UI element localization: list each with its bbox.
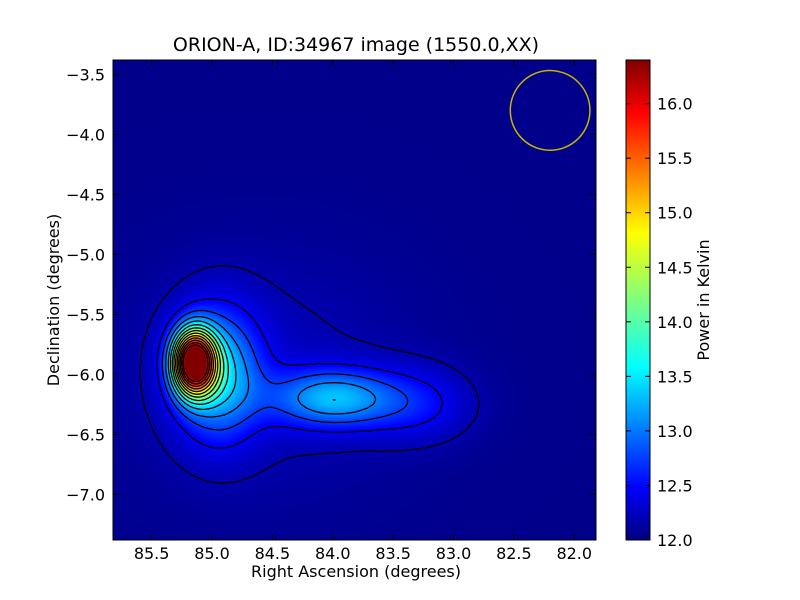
x-tick-label: 82.0 xyxy=(556,544,592,563)
colorbar-label: Power in Kelvin xyxy=(694,239,713,360)
colorbar xyxy=(625,59,651,541)
colorbar-tick-label: 12.5 xyxy=(657,476,693,495)
heatmap-image xyxy=(113,60,596,540)
x-tick-label: 83.5 xyxy=(375,544,411,563)
contour-level xyxy=(156,298,443,449)
contour-level xyxy=(171,327,225,402)
colorbar-tick-label: 14.0 xyxy=(657,313,693,332)
contour-level xyxy=(161,309,409,431)
x-tick-label: 84.5 xyxy=(255,544,291,563)
contour-level xyxy=(182,344,209,383)
x-axis-label: Right Ascension (degrees) xyxy=(251,562,461,581)
y-tick-label: −7.0 xyxy=(66,485,105,504)
x-axis: 85.5 85.0 84.5 84.0 83.5 83.0 82.5 82.0 xyxy=(134,60,592,563)
contour-level xyxy=(165,315,377,418)
y-tick-label: −6.5 xyxy=(66,425,105,444)
colorbar-tick-label: 16.0 xyxy=(657,95,693,114)
beam-circle xyxy=(509,69,591,151)
y-tick-label: −4.5 xyxy=(66,185,105,204)
y-tick-label: −4.0 xyxy=(66,125,105,144)
x-tick-label: 85.5 xyxy=(134,544,170,563)
colorbar-tick-label: 12.0 xyxy=(657,531,693,550)
contour-level xyxy=(178,337,215,390)
x-tick-label: 85.0 xyxy=(194,544,230,563)
colorbar-tick-label: 15.0 xyxy=(657,204,693,223)
contour-level xyxy=(139,265,480,484)
y-axis: −3.5 −4.0 −4.5 −5.0 −5.5 −6.0 −6.5 −7.0 xyxy=(66,65,596,504)
y-tick-label: −5.5 xyxy=(66,305,105,324)
heatmap-image-container xyxy=(113,60,596,540)
colorbar-tick-label: 13.5 xyxy=(657,367,693,386)
colorbar-tick-label: 13.0 xyxy=(657,422,693,441)
contour-level xyxy=(169,324,229,406)
x-tick-label: 84.0 xyxy=(315,544,351,563)
y-tick-label: −5.0 xyxy=(66,245,105,264)
contour-level xyxy=(176,334,217,393)
y-axis-label: Declination (degrees) xyxy=(44,214,63,386)
contour-level xyxy=(181,341,211,385)
contour-level xyxy=(174,332,219,395)
contour-level xyxy=(167,320,336,411)
colorbar-axis: 12.0 12.5 13.0 13.5 14.0 14.5 15.0 15.5 16.0 xyxy=(626,95,693,550)
colorbar-tick-label: 14.5 xyxy=(657,258,693,277)
y-tick-label: −3.5 xyxy=(66,65,105,84)
contour-level xyxy=(179,339,213,388)
colorbar-tick-label: 15.5 xyxy=(657,149,693,168)
plot-frame xyxy=(112,59,597,541)
contour-lines xyxy=(139,265,480,484)
contour-level xyxy=(173,329,222,398)
y-tick-label: −6.0 xyxy=(66,365,105,384)
x-tick-label: 83.0 xyxy=(436,544,472,563)
x-tick-label: 82.5 xyxy=(496,544,532,563)
chart-title: ORION-A, ID:34967 image (1550.0,XX) xyxy=(173,34,539,56)
